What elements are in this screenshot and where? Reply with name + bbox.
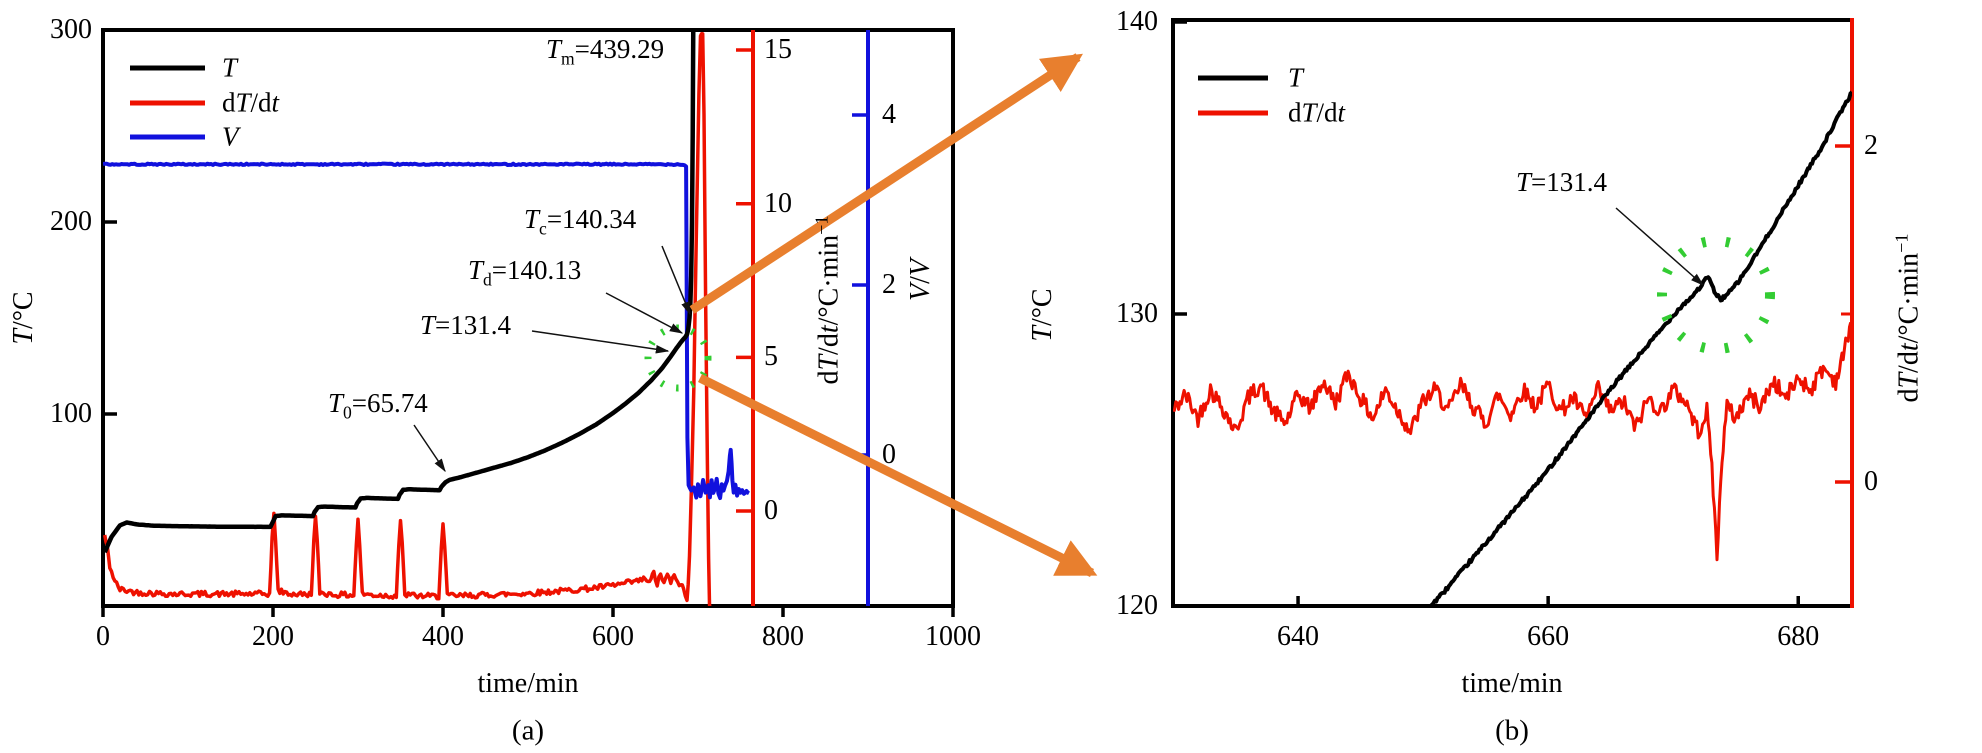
highlight-circle-b <box>1657 236 1775 354</box>
panel-a-frame <box>101 28 955 608</box>
panel-a-caption: (a) <box>511 714 545 747</box>
legend-a-label-V: V <box>222 121 239 152</box>
xtick-label-b-660: 660 <box>1527 621 1570 652</box>
ytick-label-a-100: 100 <box>50 398 92 429</box>
xtick-label-b-680: 680 <box>1777 621 1820 652</box>
redtick-label-a-10: 10 <box>764 187 792 219</box>
panel-b-caption: (b) <box>1495 714 1529 747</box>
series-a-V-line <box>103 161 750 500</box>
xtick-label-a-200: 200 <box>252 621 294 652</box>
redtick-label-b-0: 0 <box>1864 466 1878 497</box>
ytick-label-b-120: 120 <box>1116 590 1158 621</box>
legend-b-label-T: T <box>1288 62 1304 93</box>
annotation-arrow-T0 <box>413 424 446 473</box>
annotation-arrow-T131-b <box>1615 207 1705 286</box>
panel-b-ylabel: T/°C <box>1027 288 1058 342</box>
bluetick-label-a-4: 4 <box>882 99 896 130</box>
panel-a-curves <box>103 30 750 606</box>
tick-marks <box>101 20 1852 617</box>
annotation-T0: T0=65.74 <box>328 388 428 423</box>
ytick-label-a-200: 200 <box>50 206 92 237</box>
series-a-T-line <box>103 30 696 554</box>
series-a-dTdt-line <box>103 31 712 606</box>
panel-b-red-axis-label: dT/dt/°C·min−1 <box>1891 233 1925 403</box>
legend-a-label-T: T <box>222 52 238 83</box>
annotation-Tm: Tm=439.29 <box>546 34 665 69</box>
zoom-arrow-upper <box>689 53 1083 314</box>
panel-b-curves <box>1173 90 1852 606</box>
xtick-label-a-400: 400 <box>422 621 464 652</box>
xtick-label-a-0: 0 <box>96 621 110 652</box>
panel-a-red-axis-label: dT/dt/°C·min−1 <box>811 215 845 385</box>
legend-b-label-dTdt: dT/dt <box>1288 97 1346 128</box>
xtick-label-a-800: 800 <box>762 621 804 652</box>
ytick-label-b-130: 130 <box>1116 298 1158 329</box>
xtick-label-a-1000: 1000 <box>925 621 981 652</box>
legend-a-label-dTdt: dT/dt <box>222 87 280 118</box>
panel-a-xlabel: time/min <box>477 668 579 699</box>
annotation-arrow-Td <box>605 292 684 334</box>
zoom-arrow-lower <box>697 373 1098 578</box>
bluetick-label-a-0: 0 <box>882 439 896 470</box>
annotation-T131-b: T=131.4 <box>1516 167 1608 197</box>
series-b-T-line <box>1429 90 1852 606</box>
annotation-arrow-T131-a <box>531 330 670 354</box>
annotation-T131-a: T=131.4 <box>420 310 512 340</box>
annotation-arrow-Tc <box>661 245 691 316</box>
xtick-label-a-600: 600 <box>592 621 634 652</box>
series-b-dTdt-line <box>1173 322 1852 562</box>
redtick-label-a-5: 5 <box>764 341 778 373</box>
panel-a-blue-axis-label: V/V <box>905 259 936 301</box>
bluetick-label-a-2: 2 <box>882 269 896 300</box>
annotation-Tc: Tc=140.34 <box>524 204 637 239</box>
redtick-label-a-0: 0 <box>764 495 778 526</box>
redtick-label-a-15: 15 <box>764 34 792 66</box>
annotation-Td: Td=140.13 <box>468 255 582 290</box>
ytick-label-b-140: 140 <box>1116 6 1158 37</box>
ytick-label-a-300: 300 <box>50 14 92 45</box>
highlight-circle-a <box>644 324 712 392</box>
panel-b-xlabel: time/min <box>1461 668 1563 699</box>
xtick-label-b-640: 640 <box>1277 621 1320 652</box>
panel-a-ylabel: T/°C <box>8 291 39 345</box>
redtick-label-b-2: 2 <box>1864 130 1878 161</box>
